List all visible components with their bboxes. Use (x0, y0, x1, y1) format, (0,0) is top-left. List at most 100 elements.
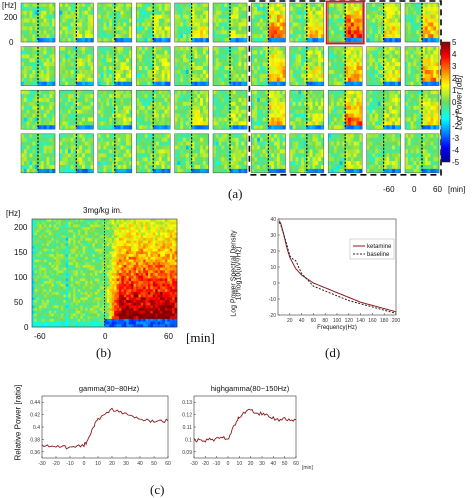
spectrogram-tile (174, 2, 209, 43)
x-tick-label: -10 (66, 461, 73, 467)
series-line (41, 407, 169, 450)
panel-b-y-tick: 150 (14, 248, 28, 257)
spectrogram-tile (366, 89, 401, 130)
y-tick-label: 0.44 (30, 400, 40, 406)
spectrogram-tile (135, 2, 171, 43)
y-tick-label: 0.12 (182, 413, 192, 419)
panel-a-y-tick-bottom: 0 (9, 38, 14, 47)
colorbar-tick: -5 (452, 158, 460, 167)
x-tick-label: 10 (237, 461, 243, 467)
spectrogram-tile (251, 46, 286, 86)
spectrogram-tile (135, 46, 171, 86)
y-tick-label: 0.09 (182, 450, 192, 456)
series-line (278, 221, 397, 314)
spectrogram-tile (97, 46, 133, 86)
spectrogram-tile (212, 46, 248, 86)
plot-frame (277, 218, 397, 316)
spectrogram-tile (97, 2, 133, 43)
spectrogram-tile (59, 89, 94, 130)
spectrogram-tile (212, 133, 248, 174)
panel-c-caption: (c) (150, 482, 165, 497)
highgamma-title: highgamma(80~150Hz) (211, 384, 290, 393)
panel-c-ylabel: Relative Power [ratio] (13, 384, 23, 461)
y-tick-label: 0.13 (182, 400, 192, 406)
x-tick-label: 0 (83, 461, 86, 467)
x-tick-label: 20 (248, 461, 254, 467)
y-tick-label: 40 (270, 217, 276, 223)
panel-a-caption: (a) (228, 186, 243, 201)
spectrogram-tile (135, 89, 171, 130)
x-tick-label: 60 (165, 461, 171, 467)
spectrogram-tile (366, 133, 401, 174)
spectrogram-cells (32, 219, 178, 328)
spectrogram-tile (174, 89, 209, 130)
x-tick-label: 10 (95, 461, 101, 467)
x-tick-label: -30 (190, 461, 197, 467)
spectrogram-tile (174, 46, 209, 86)
y-tick-label: -20 (269, 313, 276, 319)
x-tick-label: 120 (345, 318, 354, 324)
colorbar-tick: 4 (452, 50, 457, 59)
spectrogram-tile (20, 2, 56, 43)
x-tick-label: 80 (322, 318, 328, 324)
spectrogram-tile (20, 46, 56, 86)
panel-a-y-unit: [Hz] (2, 1, 17, 10)
series-line (278, 220, 397, 313)
panel-b-y-tick: 0 (24, 323, 29, 332)
panel-b-x-tick-right: 60 (164, 332, 173, 341)
spectrogram-tile (97, 133, 133, 174)
colorbar-tick: -4 (452, 146, 460, 155)
x-tick-label: 140 (356, 318, 365, 324)
spectrogram-tile (97, 89, 133, 130)
highlighted-tile-box (325, 0, 365, 45)
panel-a-x-tick-right: 60 (433, 185, 442, 194)
x-tick-label: -20 (52, 461, 59, 467)
panel-b-y-tick: 200 (14, 223, 28, 232)
x-tick-label: 40 (271, 461, 277, 467)
spectrogram-tile (404, 133, 440, 174)
panel-b-y-tick: 50 (14, 298, 23, 307)
panel-b-y-unit: [Hz] (6, 209, 21, 218)
panel-b-y-tick: 100 (14, 273, 28, 282)
x-tick-label: 200 (392, 318, 401, 324)
spectrogram-tile (251, 89, 286, 130)
x-tick-label: 50 (151, 461, 157, 467)
x-tick-label: -30 (38, 461, 45, 467)
psd-ylabel-2: 10*log10(uV²/Hz) (235, 246, 243, 301)
colorbar-tick: -3 (452, 134, 460, 143)
colorbar-tick: 5 (452, 38, 457, 47)
spectrogram-tile (135, 133, 171, 174)
spectrogram-tile (404, 2, 440, 43)
y-tick-label: 0.38 (30, 437, 40, 443)
x-tick-label: 30 (259, 461, 265, 467)
colorbar-tick: 3 (452, 62, 457, 71)
x-tick-label: 40 (299, 318, 305, 324)
plot-frame (31, 218, 178, 328)
spectrogram-tile (212, 89, 248, 130)
x-tick-label: 50 (282, 461, 288, 467)
gamma-title: gamma(30~80Hz) (79, 384, 140, 393)
spectrogram-tile (20, 89, 56, 130)
highgamma-plot: -30 -20 -10 0 10 20 30 40 50 60 0.09 0.1 0.11 0.12 0.1… (182, 384, 313, 471)
highgamma-x-unit: [min] (302, 465, 313, 471)
spectrogram-tile (327, 46, 363, 86)
x-tick-label: 60 (293, 461, 299, 467)
x-tick-label: 100 (333, 318, 342, 324)
x-tick-label: 20 (287, 318, 293, 324)
x-tick-label: 0 (227, 461, 230, 467)
y-tick-label: 0.4 (33, 425, 40, 431)
panel-a-x-unit: [min] (448, 185, 466, 194)
colorbar-tick: 0 (452, 98, 457, 107)
colorbar-tick: 2 (452, 74, 457, 83)
legend-label: ketamine (367, 244, 392, 250)
spectrogram-tile (251, 2, 286, 43)
spectrogram-tile (289, 89, 325, 130)
series-line (193, 408, 297, 443)
spectrogram-tile (59, 46, 94, 86)
spectrogram-tile (174, 133, 209, 174)
spectrogram-tile (59, 133, 94, 174)
plot-frame (193, 395, 297, 459)
spectrogram-tile (212, 2, 248, 43)
y-tick-label: 20 (270, 249, 276, 255)
plot-frame (41, 395, 169, 459)
